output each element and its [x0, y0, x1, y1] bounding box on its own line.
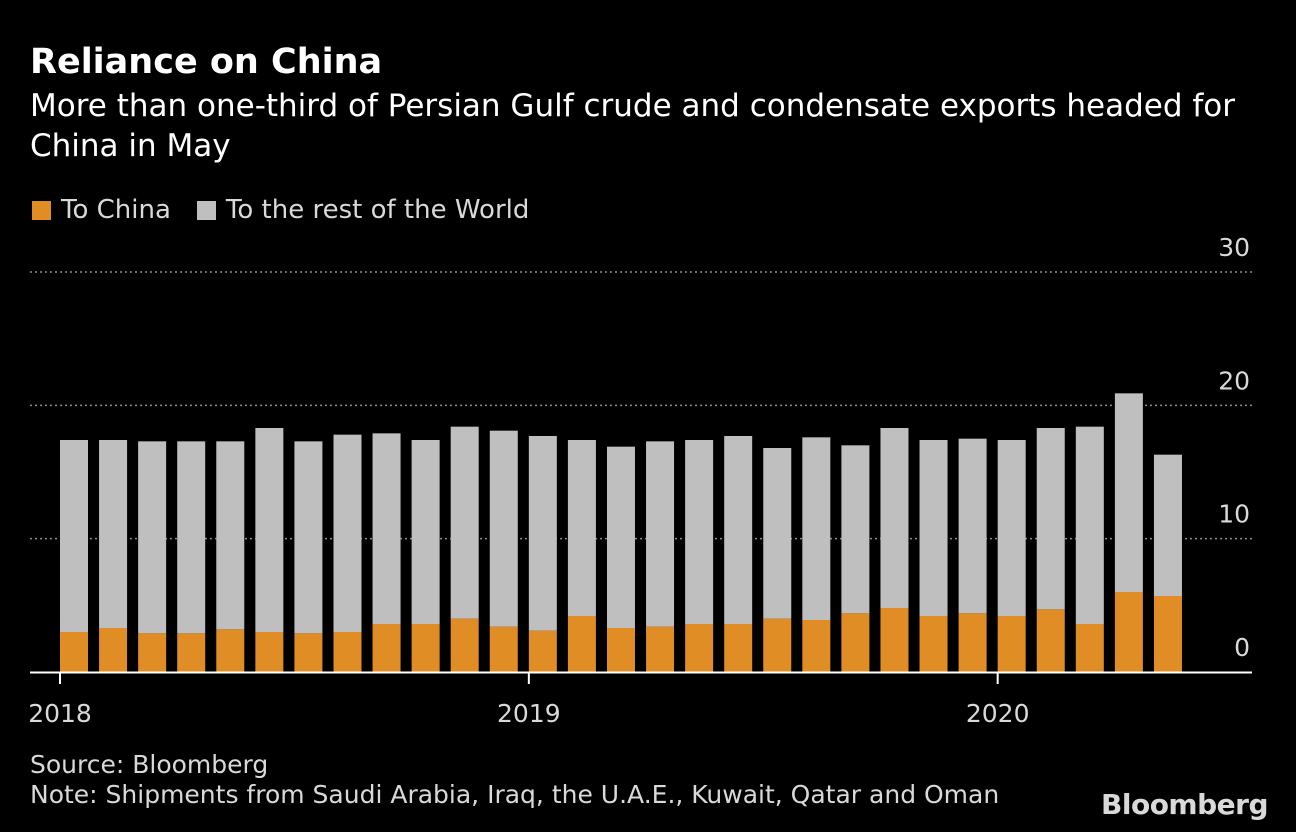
- bar-rest: [99, 440, 128, 628]
- y-tick-label: 20: [1218, 366, 1250, 395]
- bar-china: [997, 616, 1026, 672]
- bar-rest: [606, 446, 635, 628]
- bar-china: [372, 624, 401, 672]
- bar-china: [411, 624, 440, 672]
- bar-china: [567, 616, 596, 672]
- y-tick-label: 30: [1218, 233, 1250, 262]
- bar-rest: [411, 440, 440, 624]
- bar-china: [177, 633, 206, 672]
- bar-china: [1075, 624, 1104, 672]
- bar-rest: [333, 434, 362, 632]
- bar-rest: [685, 440, 714, 624]
- bar-china: [1036, 609, 1065, 672]
- chart-subtitle: More than one-third of Persian Gulf crud…: [30, 88, 1236, 164]
- legend-swatch-china: [32, 200, 51, 220]
- bar-rest: [294, 441, 323, 634]
- bar-china: [880, 608, 909, 672]
- bar-rest: [919, 440, 948, 616]
- bar-china: [255, 632, 284, 672]
- legend-item-china: To China: [32, 195, 171, 225]
- bar-china: [489, 626, 518, 672]
- bar-rest: [841, 445, 870, 614]
- bar-china: [333, 632, 362, 672]
- bar-china: [138, 633, 167, 672]
- bar-rest: [255, 428, 284, 632]
- bar-rest: [567, 440, 596, 616]
- bar-rest: [1075, 426, 1104, 624]
- bar-rest: [802, 437, 831, 620]
- bar-rest: [1114, 393, 1143, 592]
- bar-rest: [489, 430, 518, 627]
- bar-china: [685, 624, 714, 672]
- bar-rest: [138, 441, 167, 634]
- bar-china: [450, 618, 479, 672]
- bar-rest: [1036, 428, 1065, 610]
- bar-rest: [646, 441, 675, 627]
- x-tick-label: 2019: [497, 699, 561, 728]
- bar-rest: [724, 436, 753, 624]
- bar-rest: [958, 438, 987, 614]
- bar-rest: [1153, 454, 1182, 596]
- bar-rest: [528, 436, 557, 631]
- bar-rest: [372, 433, 401, 624]
- bar-china: [294, 633, 323, 672]
- legend-label-rest: To the rest of the World: [225, 195, 530, 225]
- bar-china: [802, 620, 831, 672]
- bar-china: [646, 626, 675, 672]
- bar-china: [763, 618, 792, 672]
- source-note: Source: Bloomberg: [30, 750, 269, 779]
- bar-china: [216, 629, 245, 672]
- bar-china: [99, 628, 128, 672]
- legend-label-china: To China: [61, 195, 171, 225]
- bar-rest: [997, 440, 1026, 616]
- bar-rest: [216, 441, 245, 630]
- bar-china: [1153, 596, 1182, 672]
- bar-rest: [450, 426, 479, 619]
- chart-title: Reliance on China: [30, 42, 383, 82]
- x-tick-label: 2018: [28, 699, 92, 728]
- bloomberg-logo: Bloomberg: [1101, 788, 1268, 821]
- bar-china: [606, 628, 635, 672]
- x-tick-label: 2020: [966, 699, 1030, 728]
- footnote: Note: Shipments from Saudi Arabia, Iraq,…: [30, 780, 1000, 809]
- bar-rest: [880, 428, 909, 608]
- bar-rest: [763, 448, 792, 619]
- bar-china: [919, 616, 948, 672]
- bar-rest: [60, 440, 88, 632]
- bar-rest: [177, 441, 206, 634]
- chart-legend: To China To the rest of the World: [32, 192, 555, 228]
- bar-china: [958, 613, 987, 672]
- y-tick-label: 10: [1218, 500, 1250, 529]
- bar-china: [841, 613, 870, 672]
- legend-item-rest: To the rest of the World: [196, 195, 530, 225]
- bar-china: [724, 624, 753, 672]
- bar-china: [528, 630, 557, 672]
- bar-china: [60, 632, 88, 672]
- legend-swatch-rest: [196, 200, 216, 220]
- y-tick-label: 0: [1234, 633, 1250, 662]
- bar-china: [1114, 592, 1143, 672]
